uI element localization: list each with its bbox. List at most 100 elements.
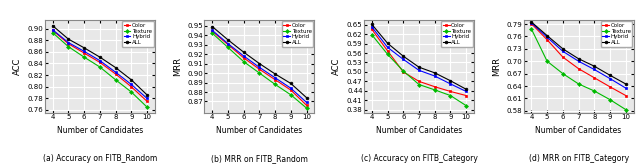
Color	[287, 89, 294, 91]
ALL	[447, 80, 454, 82]
Hybrid	[303, 101, 310, 103]
ALL	[606, 74, 614, 76]
Color	[622, 94, 630, 96]
Line: Hybrid: Hybrid	[530, 21, 627, 89]
Hybrid	[447, 83, 454, 85]
Color	[462, 95, 470, 97]
ALL	[143, 94, 151, 96]
Hybrid	[255, 66, 263, 68]
Texture	[143, 106, 151, 108]
ALL	[431, 72, 438, 74]
ALL	[287, 83, 294, 84]
Color	[112, 73, 120, 75]
Color	[143, 100, 151, 102]
Line: ALL: ALL	[51, 24, 148, 96]
ALL	[209, 26, 216, 28]
Line: ALL: ALL	[530, 21, 627, 85]
Hybrid	[224, 43, 232, 45]
Color	[559, 56, 566, 58]
Hybrid	[384, 46, 392, 48]
Line: Texture: Texture	[51, 31, 148, 108]
Hybrid	[415, 69, 423, 71]
Color	[591, 77, 598, 79]
Color	[80, 52, 88, 54]
Hybrid	[606, 78, 614, 80]
Hybrid	[209, 29, 216, 31]
Color	[271, 79, 279, 81]
Hybrid	[127, 83, 135, 85]
Texture	[527, 28, 535, 30]
Texture	[240, 61, 248, 63]
Color	[543, 39, 551, 41]
Texture	[606, 99, 614, 101]
Color	[384, 50, 392, 52]
Color	[255, 68, 263, 70]
Color	[447, 90, 454, 92]
ALL	[399, 55, 407, 57]
Title: (c) Accuracy on FITB_Category: (c) Accuracy on FITB_Category	[360, 154, 477, 163]
ALL	[415, 66, 423, 68]
Color	[49, 29, 56, 31]
Texture	[287, 94, 294, 96]
Color	[240, 57, 248, 59]
Texture	[96, 66, 104, 68]
Texture	[80, 56, 88, 58]
Color	[606, 86, 614, 88]
Line: Color: Color	[371, 28, 468, 97]
Texture	[384, 53, 392, 55]
Hybrid	[65, 42, 72, 44]
Y-axis label: ACC: ACC	[332, 58, 341, 75]
Texture	[415, 83, 423, 85]
ALL	[543, 35, 551, 37]
ALL	[368, 23, 376, 25]
Line: ALL: ALL	[211, 25, 308, 99]
ALL	[96, 56, 104, 58]
ALL	[575, 58, 582, 60]
Color	[575, 68, 582, 70]
Color	[209, 30, 216, 32]
Title: (d) MRR on FITB_Category: (d) MRR on FITB_Category	[529, 154, 628, 163]
ALL	[49, 25, 56, 27]
Texture	[462, 105, 470, 107]
Hybrid	[399, 58, 407, 60]
ALL	[622, 83, 630, 85]
Y-axis label: MRR: MRR	[492, 57, 501, 76]
ALL	[271, 73, 279, 75]
ALL	[112, 67, 120, 69]
Line: ALL: ALL	[371, 23, 468, 91]
Line: Hybrid: Hybrid	[51, 28, 148, 100]
Texture	[303, 107, 310, 109]
Texture	[591, 90, 598, 92]
Title: (a) Accuracy on FITB_Random: (a) Accuracy on FITB_Random	[43, 154, 157, 163]
Title: (b) MRR on FITB_Random: (b) MRR on FITB_Random	[211, 154, 308, 163]
Hybrid	[575, 60, 582, 62]
ALL	[462, 88, 470, 90]
Color	[303, 104, 310, 106]
Texture	[543, 60, 551, 62]
Line: Hybrid: Hybrid	[371, 25, 468, 93]
ALL	[384, 42, 392, 44]
Texture	[65, 46, 72, 48]
Color	[65, 43, 72, 45]
Line: Texture: Texture	[371, 33, 468, 107]
Line: Texture: Texture	[530, 28, 627, 111]
Texture	[271, 83, 279, 85]
Legend: Color, Texture, Hybrid, ALL: Color, Texture, Hybrid, ALL	[601, 21, 632, 47]
Y-axis label: MRR: MRR	[173, 57, 182, 76]
ALL	[240, 51, 248, 53]
ALL	[559, 48, 566, 50]
Hybrid	[368, 26, 376, 28]
Hybrid	[49, 29, 56, 31]
Texture	[255, 72, 263, 74]
Color	[415, 80, 423, 82]
Color	[127, 86, 135, 88]
Hybrid	[112, 71, 120, 73]
Hybrid	[543, 36, 551, 38]
Color	[431, 86, 438, 88]
Texture	[224, 46, 232, 48]
ALL	[65, 38, 72, 40]
Hybrid	[431, 75, 438, 77]
ALL	[255, 63, 263, 65]
Legend: Color, Texture, Hybrid, ALL: Color, Texture, Hybrid, ALL	[122, 21, 154, 47]
Hybrid	[527, 22, 535, 24]
